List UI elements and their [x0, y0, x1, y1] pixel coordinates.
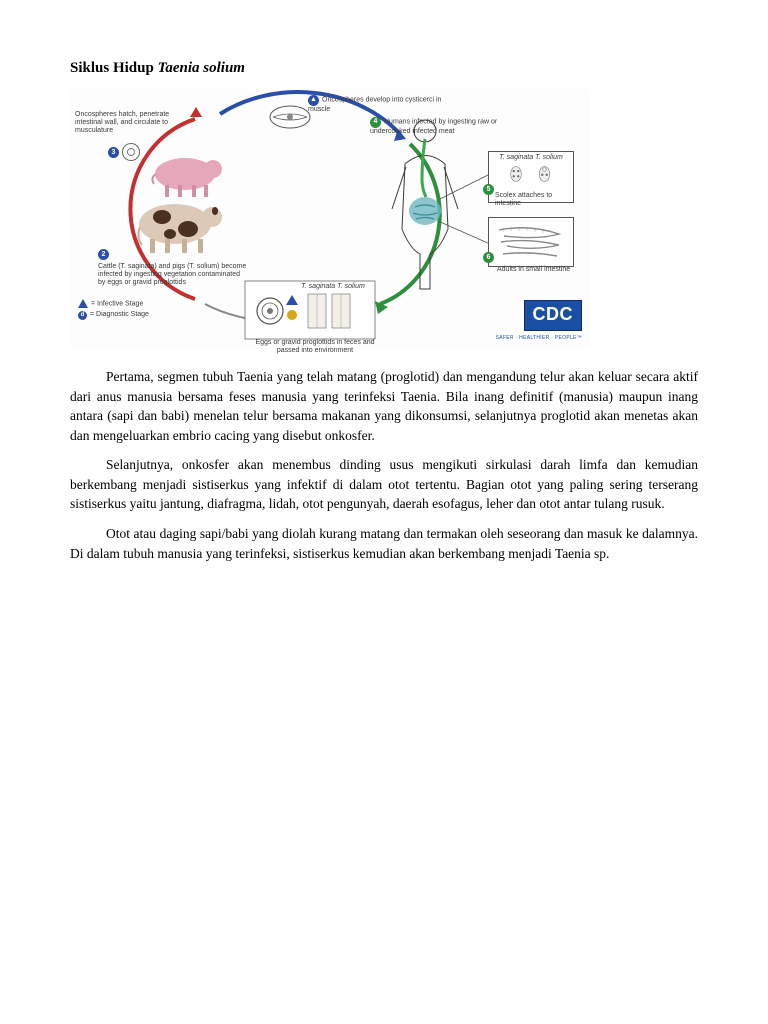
label-right-top: 4Humans infected by ingesting raw or und… — [370, 117, 520, 136]
triangle-icon — [78, 299, 88, 308]
title-plain: Siklus Hidup — [70, 60, 158, 76]
circle-d-icon: d — [78, 311, 87, 320]
bottom-panel-caption: Eggs or gravid proglottids in feces and … — [255, 339, 375, 355]
marker-3: 3 — [108, 147, 119, 158]
label-top: ▲Oncospheres develop into cysticerci in … — [308, 95, 458, 114]
cdc-tagline: SAFER · HEALTHIER · PEOPLE™ — [496, 335, 582, 341]
label-left-top: Oncospheres hatch, penetrate intestinal … — [75, 111, 170, 135]
cdc-logo: CDC — [524, 300, 583, 331]
paragraph-1: Pertama, segmen tubuh Taenia yang telah … — [70, 367, 698, 445]
marker-5: 5 — [483, 184, 494, 195]
lifecycle-diagram: T. saginata T. solium 5 Scolex attaches … — [70, 89, 590, 349]
legend-infective: = Infective Stage — [78, 299, 143, 308]
legend-diagnostic: d= Diagnostic Stage — [78, 311, 149, 320]
bottom-panel-top: T. saginata T. solium — [298, 283, 368, 291]
adults-caption: Adults in small intestine — [497, 266, 571, 274]
title-italic: Taenia solium — [158, 60, 245, 76]
adults-box: 6 Adults in small intestine — [488, 217, 574, 267]
marker-2: 2 — [98, 249, 109, 260]
page-title: Siklus Hidup Taenia solium — [70, 60, 698, 77]
oncosphere-icon — [122, 143, 140, 161]
scolex-top: T. saginata T. solium — [495, 154, 567, 162]
marker-4: 4 — [370, 117, 381, 128]
paragraph-2: Selanjutnya, onkosfer akan menembus dind… — [70, 455, 698, 514]
marker-top-tri: ▲ — [308, 95, 319, 106]
paragraph-3: Otot atau daging sapi/babi yang diolah k… — [70, 524, 698, 563]
scolex-box: T. saginata T. solium 5 Scolex attaches … — [488, 151, 574, 203]
scolex-caption: Scolex attaches to intestine — [495, 192, 569, 208]
label-left-bottom: Cattle (T. saginata) and pigs (T. solium… — [98, 263, 248, 287]
marker-6: 6 — [483, 252, 494, 263]
